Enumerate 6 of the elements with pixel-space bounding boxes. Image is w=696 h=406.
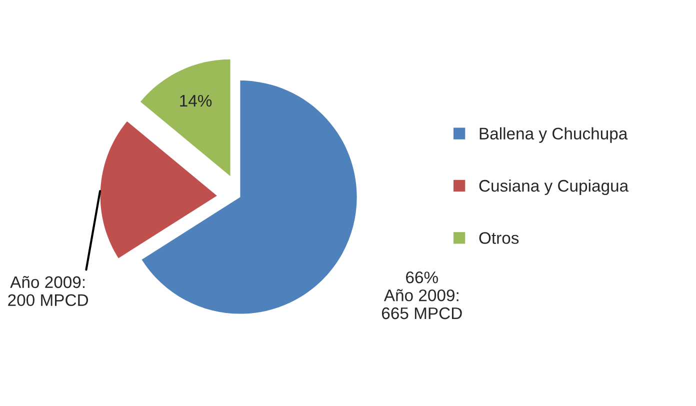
legend-label: Otros: [479, 232, 519, 244]
legend-label: Cusiana y Cupiagua: [479, 179, 629, 196]
data-label: 14%: [180, 94, 212, 107]
legend-label: Ballena y Chuchupa: [480, 127, 628, 143]
data-label: Año 2009: 200 MPCD: [8, 276, 88, 306]
data-label: 66% Año 2009: 665 MPCD: [382, 271, 462, 320]
